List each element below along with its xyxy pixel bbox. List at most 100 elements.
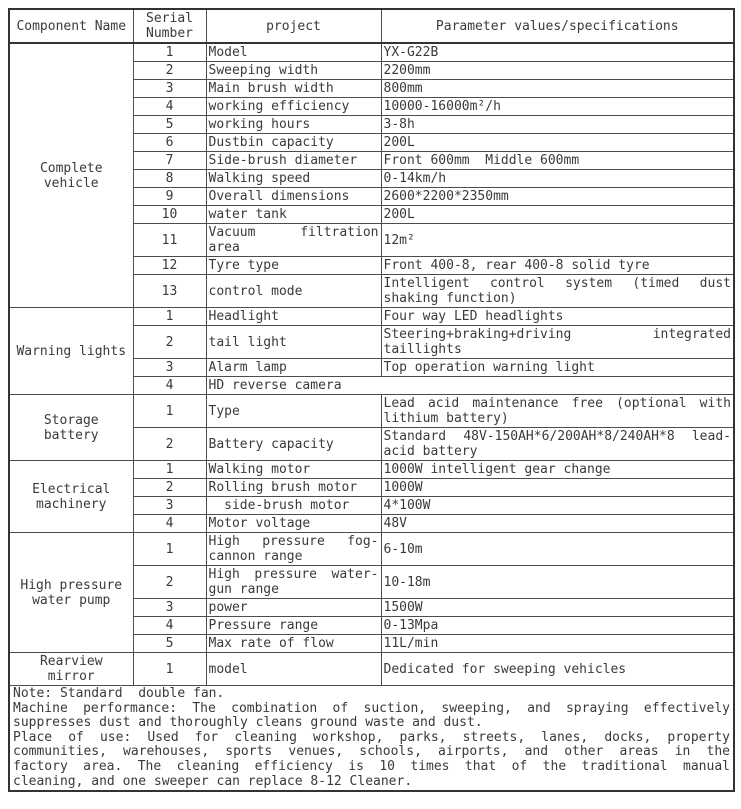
- value-cell: Steering+braking+driving integrated tail…: [380, 325, 735, 359]
- project-cell: Alarm lamp: [205, 358, 382, 377]
- value-cell: 1500W: [380, 598, 735, 617]
- table-row: 5 Max rate of flow 11L/min: [9, 634, 735, 653]
- value-cell: 200L: [380, 205, 735, 224]
- value-cell: Intelligent control system (timed dust s…: [380, 274, 735, 308]
- note-line: Machine performance: The combination of …: [13, 700, 730, 716]
- serial-cell: 3: [132, 598, 207, 617]
- serial-cell: 12: [132, 256, 207, 275]
- col-header-parameter-values: Parameter values/specifications: [380, 8, 735, 44]
- table-row: Storage battery 1 Type Lead acid maintenanc…: [8, 394, 735, 461]
- serial-cell: 2: [132, 478, 207, 497]
- value-cell: 3-8h: [380, 115, 735, 134]
- spec-table-body: Complete vehicle 1 Model YX-G22B 2 Sweeping w…: [8, 42, 735, 792]
- project-cell: Model: [205, 42, 382, 62]
- table-row: 2 tail light Steering+braking+driving inte…: [9, 325, 735, 359]
- value-cell: 1000W: [380, 478, 735, 497]
- serial-cell: 1: [132, 394, 207, 428]
- note-line: Place of use: Used for cleaning workshop…: [13, 729, 730, 745]
- table-row: High pressure water pump 1 High pressure f…: [8, 532, 735, 653]
- table-row: 9 Overall dimensions 2600*2200*2350mm: [9, 187, 735, 206]
- serial-cell: 3: [132, 496, 207, 515]
- note-line: factory area. The cleaning efficiency is…: [13, 758, 730, 774]
- col-header-project: project: [205, 8, 382, 44]
- project-cell: Motor voltage: [205, 514, 382, 533]
- value-cell: 10-18m: [380, 565, 735, 599]
- serial-cell: 6: [132, 133, 207, 152]
- table-row: Rearview mirror 1 model Dedicated for sweep…: [8, 652, 735, 686]
- component-cell: Complete vehicle: [8, 42, 134, 308]
- table-row: Electrical machinery 1 Walking motor 1000W …: [8, 460, 735, 533]
- value-cell: 12m²: [380, 223, 735, 257]
- project-cell: water tank: [205, 205, 382, 224]
- table-row: 4 Motor voltage 48V: [9, 514, 735, 533]
- table-row: 4 working efficiency 10000-16000m²/h: [9, 97, 735, 116]
- serial-cell: 4: [132, 514, 207, 533]
- serial-cell: 3: [132, 358, 207, 377]
- project-cell: HD reverse camera: [205, 376, 735, 395]
- table-row: 11 Vacuum filtration area 12m²: [9, 223, 735, 257]
- table-row: Warning lights 1 Headlight Four way LED hea…: [8, 307, 735, 395]
- serial-cell: 3: [132, 79, 207, 98]
- project-cell: High pressure fog-cannon range: [205, 532, 382, 566]
- value-cell: 200L: [380, 133, 735, 152]
- note-line: Note: Standard double fan.: [13, 686, 225, 701]
- table-row: 12 Tyre type Front 400-8, rear 400-8 solid…: [9, 256, 735, 275]
- serial-cell: 5: [132, 634, 207, 653]
- serial-cell: 1: [132, 42, 207, 62]
- value-cell: 2200mm: [380, 61, 735, 80]
- serial-cell: 1: [132, 460, 207, 479]
- component-cell: Warning lights: [8, 307, 134, 395]
- table-row: 2 Rolling brush motor 1000W: [9, 478, 735, 497]
- project-cell: Sweeping width: [205, 61, 382, 80]
- serial-cell: 5: [132, 115, 207, 134]
- value-cell: Standard 48V-150AH*6/200AH*8/240AH*8 lea…: [380, 427, 735, 461]
- project-cell: Headlight: [205, 307, 382, 326]
- value-cell: 2600*2200*2350mm: [380, 187, 735, 206]
- serial-cell: 9: [132, 187, 207, 206]
- serial-cell: 2: [132, 565, 207, 599]
- table-row: Complete vehicle 1 Model YX-G22B: [8, 42, 735, 308]
- note-line: suppresses dust and thoroughly cleans gr…: [13, 715, 483, 731]
- value-cell: Lead acid maintenance free (optional wit…: [380, 394, 735, 428]
- project-cell: Main brush width: [205, 79, 382, 98]
- table-row: 7 Side-brush diameter Front 600mm Middle 6…: [9, 151, 735, 170]
- project-cell: Rolling brush motor: [205, 478, 382, 497]
- project-cell: Type: [205, 394, 382, 428]
- project-cell: Pressure range: [205, 616, 382, 635]
- serial-cell: 7: [132, 151, 207, 170]
- serial-cell: 4: [132, 376, 207, 395]
- table-row: 3 side-brush motor 4*100W: [9, 496, 735, 515]
- value-cell: 800mm: [380, 79, 735, 98]
- project-cell: High pressure water-gun range: [205, 565, 382, 599]
- table-row: 4 Pressure range 0-13Mpa: [9, 616, 735, 635]
- value-cell: Four way LED headlights: [380, 307, 735, 326]
- note-line: communities, warehouses, sports venues, …: [13, 744, 730, 760]
- serial-cell: 8: [132, 169, 207, 188]
- notes-row: Note: Standard double fan. Machine perfor…: [8, 685, 735, 792]
- table-row: 8 Walking speed 0-14km/h: [9, 169, 735, 188]
- project-cell: Overall dimensions: [205, 187, 382, 206]
- value-cell: 0-14km/h: [380, 169, 735, 188]
- serial-cell: 4: [132, 616, 207, 635]
- value-cell: Dedicated for sweeping vehicles: [380, 652, 735, 686]
- project-cell: Dustbin capacity: [205, 133, 382, 152]
- serial-cell: 13: [132, 274, 207, 308]
- note-line: cleaning, and one sweeper can replace 8-…: [13, 773, 413, 789]
- value-cell: 0-13Mpa: [380, 616, 735, 635]
- project-cell: Battery capacity: [205, 427, 382, 461]
- table-row: 4 HD reverse camera: [9, 376, 735, 395]
- component-cell: Rearview mirror: [8, 652, 134, 686]
- project-cell: Side-brush diameter: [205, 151, 382, 170]
- project-cell: power: [205, 598, 382, 617]
- component-cell: Electrical machinery: [8, 460, 134, 533]
- value-cell: 11L/min: [380, 634, 735, 653]
- spec-table: Component Name Serial Number project Par…: [8, 8, 735, 793]
- notes-cell: Note: Standard double fan. Machine perfor…: [8, 685, 735, 792]
- serial-cell: 2: [132, 61, 207, 80]
- col-header-component-name: Component Name: [8, 8, 134, 44]
- serial-cell: 11: [132, 223, 207, 257]
- serial-cell: 1: [132, 307, 207, 326]
- serial-cell: 2: [132, 427, 207, 461]
- project-cell: tail light: [205, 325, 382, 359]
- serial-cell: 1: [132, 532, 207, 566]
